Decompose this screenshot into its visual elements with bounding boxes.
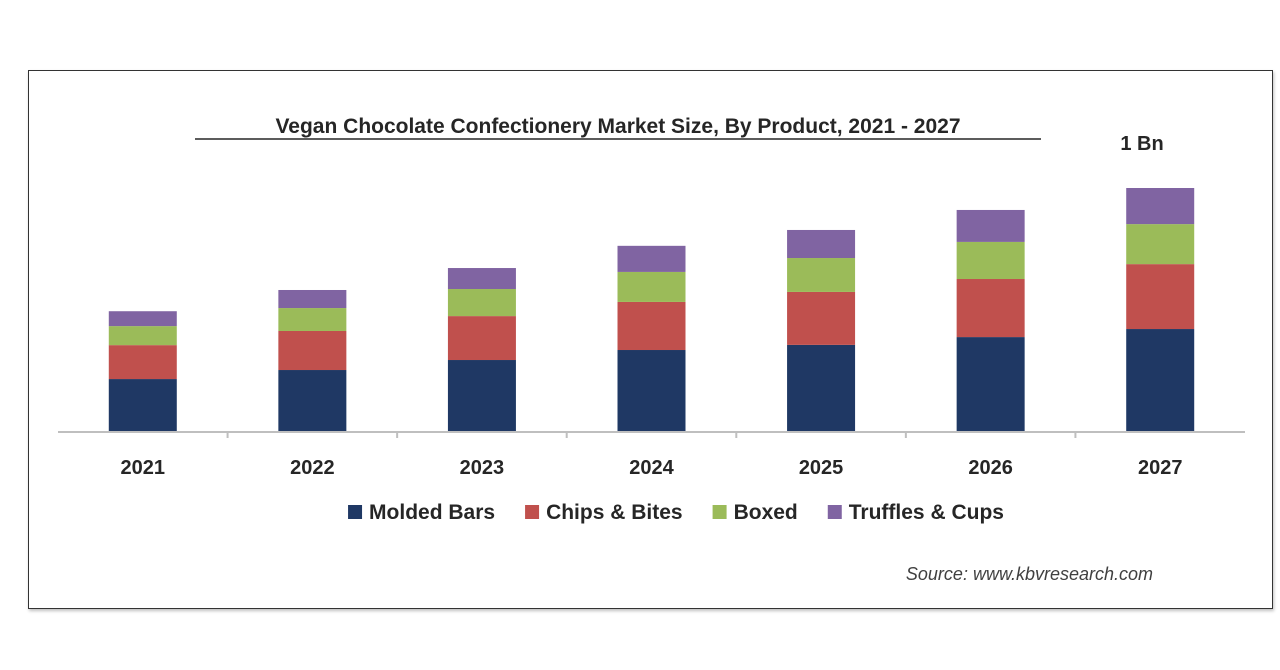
- source-note: Source: www.kbvresearch.com: [906, 564, 1153, 584]
- bar-truffles-cups-2024: [617, 245, 686, 272]
- bar-truffles-cups-2023: [447, 268, 516, 290]
- bar-molded-bars-2026: [956, 337, 1025, 432]
- bar-truffles-cups-2022: [278, 289, 347, 309]
- bar-molded-bars-2024: [617, 350, 686, 432]
- legend-swatch: [827, 505, 842, 519]
- bar-chips-bites-2023: [447, 316, 516, 361]
- legend-swatch: [525, 505, 540, 519]
- bar-boxed-2024: [617, 271, 686, 302]
- bar-boxed-2027: [1126, 224, 1195, 265]
- bar-chips-bites-2026: [956, 279, 1025, 338]
- legend-label: Truffles & Cups: [849, 501, 1004, 524]
- bar-chips-bites-2024: [617, 301, 686, 351]
- bar-truffles-cups-2021: [108, 311, 177, 327]
- x-ticks: [226, 432, 1077, 438]
- legend-swatch: [348, 505, 363, 519]
- total-annotation: 1 Bn: [1120, 133, 1163, 155]
- x-tick-label: 2021: [121, 457, 166, 479]
- bar-molded-bars-2027: [1126, 329, 1195, 432]
- legend-swatch: [712, 505, 727, 519]
- x-tick-label: 2023: [460, 457, 505, 479]
- legend-item: Boxed: [712, 501, 798, 524]
- bars-group: [108, 188, 1195, 432]
- x-tick-label: 2024: [629, 457, 674, 479]
- bar-truffles-cups-2026: [956, 209, 1025, 242]
- bar-chips-bites-2021: [108, 345, 177, 380]
- bar-molded-bars-2025: [787, 344, 856, 432]
- bar-boxed-2021: [108, 326, 177, 346]
- bar-molded-bars-2021: [108, 379, 177, 432]
- x-tick-label: 2022: [290, 457, 335, 479]
- legend-item: Truffles & Cups: [827, 501, 1004, 524]
- bar-boxed-2023: [447, 289, 516, 317]
- chart-title: Vegan Chocolate Confectionery Market Siz…: [275, 115, 960, 138]
- bar-chips-bites-2022: [278, 330, 347, 371]
- bar-chips-bites-2027: [1126, 264, 1195, 330]
- legend-label: Molded Bars: [369, 501, 495, 524]
- legend-item: Molded Bars: [348, 501, 495, 524]
- bar-boxed-2022: [278, 308, 347, 331]
- legend-label: Boxed: [734, 501, 798, 524]
- x-tick-labels: 2021 2022 2023 2024 2025 2026 2027: [121, 457, 1183, 479]
- legend-item: Chips & Bites: [525, 501, 683, 524]
- bar-chips-bites-2025: [787, 291, 856, 345]
- bar-molded-bars-2022: [278, 370, 347, 432]
- x-tick-label: 2025: [799, 457, 844, 479]
- x-tick-label: 2027: [1138, 457, 1183, 479]
- legend-label: Chips & Bites: [546, 501, 683, 524]
- bar-truffles-cups-2025: [787, 229, 856, 259]
- bar-truffles-cups-2027: [1126, 188, 1195, 225]
- legend: Molded Bars Chips & Bites Boxed Truffles & …: [348, 501, 1004, 524]
- bar-molded-bars-2023: [447, 360, 516, 432]
- bar-boxed-2025: [787, 258, 856, 292]
- x-tick-label: 2026: [968, 457, 1013, 479]
- bar-boxed-2026: [956, 241, 1025, 280]
